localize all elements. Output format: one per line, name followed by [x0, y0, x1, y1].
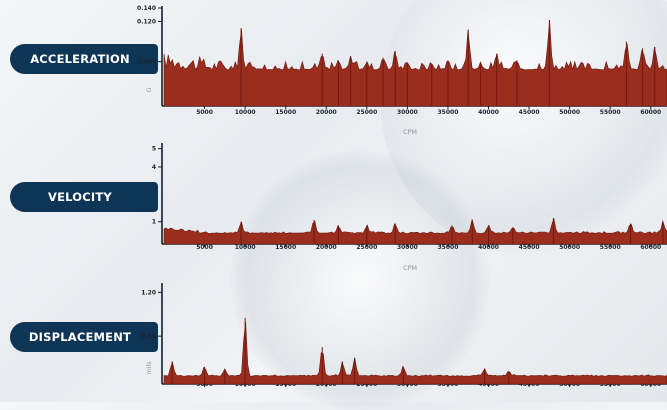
x-tick-label: 10000 — [235, 244, 256, 251]
x-tick-label: 45000 — [519, 109, 540, 116]
acceleration-label: ACCELERATION — [10, 44, 158, 74]
y-axis-title: mils — [145, 361, 153, 375]
y-tick-label: 4 — [152, 164, 156, 171]
x-tick-label: 15000 — [275, 381, 296, 388]
x-tick-label: 10000 — [235, 109, 256, 116]
y-tick-label: 0.120 — [137, 18, 156, 25]
y-tick-label: 5 — [152, 146, 156, 153]
x-tick-label: 5000 — [196, 109, 213, 116]
y-tick-label: 0.060 — [137, 59, 156, 66]
x-tick-label: 30000 — [397, 109, 418, 116]
x-tick-label: 15000 — [275, 244, 296, 251]
spectrum-area — [163, 20, 667, 107]
x-axis-title: CPM — [403, 264, 417, 272]
x-tick-label: 15000 — [275, 109, 296, 116]
y-axis-title: G — [145, 87, 153, 92]
x-tick-label: 5000 — [196, 381, 213, 388]
displacement-label: DISPLACEMENT — [10, 322, 158, 352]
x-tick-label: 30000 — [397, 244, 418, 251]
x-tick-label: 20000 — [316, 244, 337, 251]
x-tick-label: 55000 — [600, 244, 621, 251]
x-tick-label: 50000 — [559, 109, 580, 116]
x-tick-label: 35000 — [438, 244, 459, 251]
x-tick-label: 25000 — [356, 109, 377, 116]
y-tick-label: 1.20 — [141, 289, 156, 296]
x-tick-label: 20000 — [316, 109, 337, 116]
velocity-label: VELOCITY — [10, 182, 158, 212]
x-tick-label: 60000 — [640, 244, 661, 251]
x-tick-label: 5000 — [196, 244, 213, 251]
x-tick-label: 25000 — [356, 244, 377, 251]
x-tick-label: 55000 — [600, 109, 621, 116]
x-tick-label: 35000 — [438, 381, 459, 388]
x-tick-label: 40000 — [478, 381, 499, 388]
x-tick-label: 55000 — [600, 381, 621, 388]
x-tick-label: 20000 — [316, 381, 337, 388]
x-tick-label: 50000 — [559, 381, 580, 388]
x-tick-label: 40000 — [478, 109, 499, 116]
y-tick-label: 1 — [152, 219, 156, 226]
x-tick-label: 35000 — [438, 109, 459, 116]
x-tick-label: 60000 — [640, 109, 661, 116]
x-tick-label: 60000 — [640, 381, 661, 388]
x-tick-label: 45000 — [519, 244, 540, 251]
spectrum-area — [163, 218, 667, 245]
x-axis-title: CPM — [403, 128, 417, 136]
x-tick-label: 50000 — [559, 244, 580, 251]
x-tick-label: 40000 — [478, 244, 499, 251]
x-tick-label: 45000 — [519, 381, 540, 388]
spectrum-area — [163, 322, 667, 385]
y-tick-label: 0.60 — [141, 333, 156, 340]
x-tick-label: 10000 — [235, 381, 256, 388]
y-tick-label: 0.140 — [137, 5, 156, 12]
x-tick-label: 30000 — [397, 381, 418, 388]
x-tick-label: 25000 — [356, 381, 377, 388]
